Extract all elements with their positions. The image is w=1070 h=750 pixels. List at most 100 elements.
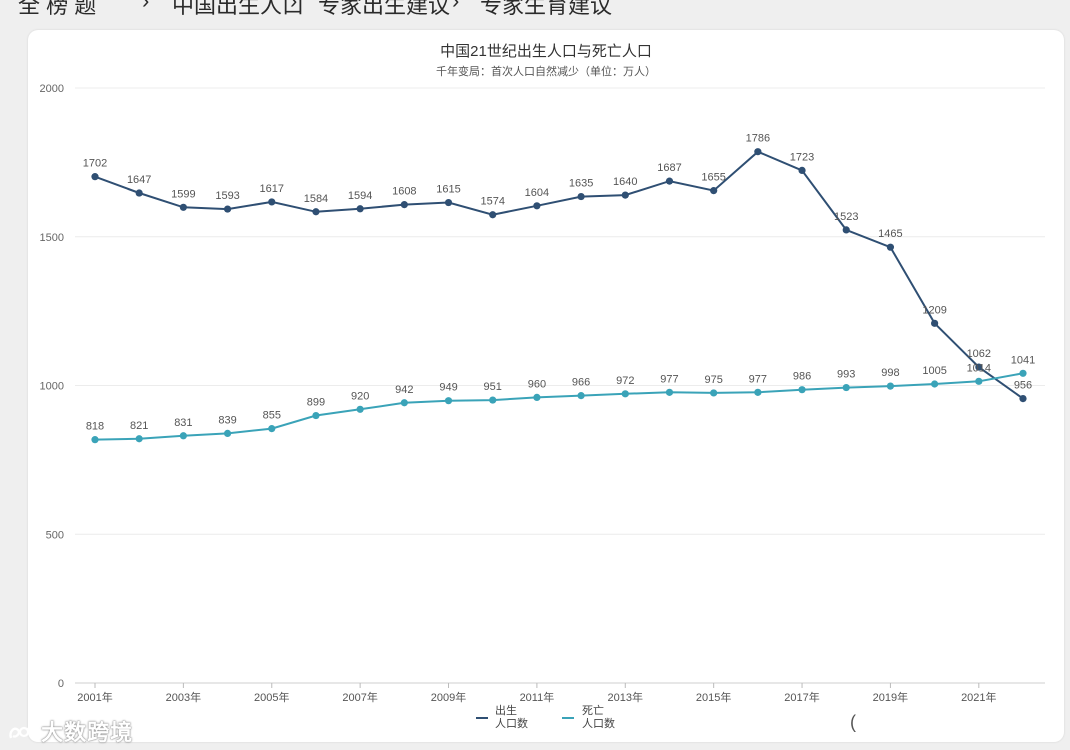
data-point-deaths[interactable] <box>179 432 187 440</box>
data-point-deaths[interactable] <box>356 405 364 413</box>
brand-logo-icon <box>9 726 34 739</box>
data-point-deaths[interactable] <box>1019 369 1027 377</box>
data-point-births[interactable] <box>710 187 718 195</box>
data-point-births[interactable] <box>886 243 895 251</box>
data-point-deaths[interactable] <box>798 386 806 394</box>
data-point-births[interactable] <box>798 166 806 175</box>
data-label-births: 1599 <box>171 188 195 200</box>
data-point-births[interactable] <box>400 201 408 209</box>
data-point-deaths[interactable] <box>710 389 718 397</box>
data-point-births[interactable] <box>179 203 187 211</box>
chart-subtitle: 千年变局：首次人口自然减少（单位：万人） <box>436 64 656 78</box>
data-point-births[interactable] <box>931 319 939 327</box>
breadcrumb-separator: › <box>290 0 298 13</box>
data-label-deaths: 977 <box>749 373 767 385</box>
data-label-deaths: 942 <box>395 384 413 396</box>
data-point-deaths[interactable] <box>931 380 939 388</box>
data-point-deaths[interactable] <box>886 382 895 390</box>
data-label-births: 1593 <box>215 190 239 202</box>
data-point-deaths[interactable] <box>312 411 320 420</box>
legend-label-births-line1: 出生 <box>495 703 517 717</box>
data-point-deaths[interactable] <box>665 388 674 396</box>
y-tick-label: 1000 <box>40 381 64 393</box>
legend-label-births-line2: 人口数 <box>495 717 528 730</box>
data-label-deaths: 951 <box>484 381 502 393</box>
x-tick-label: 2017年 <box>784 690 819 704</box>
data-point-deaths[interactable] <box>444 397 453 405</box>
x-tick-label: 2005年 <box>254 690 289 704</box>
data-label-deaths: 998 <box>881 367 899 379</box>
x-tick-label: 2001年 <box>77 690 112 704</box>
data-point-deaths[interactable] <box>975 377 983 385</box>
data-point-deaths[interactable] <box>135 435 143 443</box>
x-tick-label: 2009年 <box>431 690 466 704</box>
data-point-deaths[interactable] <box>533 393 541 401</box>
data-point-births[interactable] <box>754 148 762 156</box>
x-tick-label: 2007年 <box>342 690 377 704</box>
data-point-deaths[interactable] <box>400 399 408 407</box>
x-tick-label: 2013年 <box>608 690 643 704</box>
chart-legend[interactable]: 出生 人口数 死亡 人口数 <box>476 703 615 730</box>
data-label-deaths: 975 <box>704 374 722 386</box>
breadcrumb-separator: › <box>452 0 460 13</box>
data-point-deaths[interactable] <box>489 396 497 404</box>
data-label-births: 1465 <box>878 228 902 240</box>
x-tick-label: 2003年 <box>166 690 201 704</box>
data-point-deaths[interactable] <box>842 383 850 392</box>
data-point-births[interactable] <box>268 198 276 206</box>
data-label-deaths: 818 <box>86 421 104 433</box>
breadcrumb-item[interactable]: 中国出生人口 <box>172 0 305 18</box>
data-point-deaths[interactable] <box>268 425 276 433</box>
data-point-births[interactable] <box>223 205 232 213</box>
data-point-births[interactable] <box>489 211 497 219</box>
data-point-births[interactable] <box>665 177 674 185</box>
data-point-births[interactable] <box>135 189 143 197</box>
breadcrumb-item[interactable]: 全 榜 题 <box>18 0 97 18</box>
y-tick-label: 1500 <box>40 232 64 244</box>
data-label-births: 1604 <box>525 187 549 199</box>
data-label-deaths: 1014 <box>967 362 991 374</box>
series-line-deaths <box>94 372 1024 441</box>
y-tick-label: 500 <box>46 529 64 541</box>
data-point-deaths[interactable] <box>754 388 762 396</box>
data-label-births: 1062 <box>967 348 991 360</box>
breadcrumb-separator: › <box>142 0 150 13</box>
data-label-births: 956 <box>1014 380 1032 392</box>
breadcrumb-item[interactable]: 专家生育建议 <box>480 0 613 18</box>
data-label-deaths: 949 <box>439 382 457 394</box>
data-point-deaths[interactable] <box>223 429 232 437</box>
data-label-deaths: 972 <box>616 375 634 387</box>
data-point-births[interactable] <box>91 173 99 181</box>
data-point-births[interactable] <box>975 363 983 371</box>
breadcrumb-item[interactable]: 专家出生建议 <box>318 0 451 18</box>
data-point-births[interactable] <box>356 205 364 213</box>
data-point-births[interactable] <box>621 191 629 199</box>
data-point-births[interactable] <box>577 192 585 201</box>
legend-label-deaths-line2: 人口数 <box>582 717 615 730</box>
data-label-deaths: 1005 <box>922 365 946 377</box>
data-label-births: 1655 <box>701 172 725 184</box>
x-tick-label: 2021年 <box>961 690 996 704</box>
x-tick-label: 2015年 <box>696 690 731 704</box>
data-point-births[interactable] <box>312 208 320 216</box>
data-label-deaths: 993 <box>837 369 855 381</box>
data-label-births: 1786 <box>746 133 770 145</box>
data-point-deaths[interactable] <box>91 436 99 444</box>
data-label-deaths: 960 <box>528 378 546 390</box>
legend-item-deaths[interactable]: 死亡 人口数 <box>562 703 615 730</box>
legend-item-births[interactable]: 出生 人口数 <box>476 703 528 730</box>
data-point-births[interactable] <box>1019 394 1027 403</box>
data-label-births: 1687 <box>657 162 681 174</box>
data-point-births[interactable] <box>444 198 453 207</box>
data-label-deaths: 966 <box>572 377 590 389</box>
data-point-deaths[interactable] <box>621 390 629 398</box>
data-point-births[interactable] <box>533 202 541 210</box>
y-tick-label: 2000 <box>40 83 64 95</box>
data-label-deaths: 920 <box>351 390 369 402</box>
data-label-births: 1523 <box>834 211 858 223</box>
data-label-deaths: 831 <box>174 417 192 429</box>
data-label-births: 1574 <box>480 196 504 208</box>
data-point-births[interactable] <box>842 226 850 234</box>
data-point-deaths[interactable] <box>577 392 585 400</box>
data-label-births: 1209 <box>922 304 946 316</box>
